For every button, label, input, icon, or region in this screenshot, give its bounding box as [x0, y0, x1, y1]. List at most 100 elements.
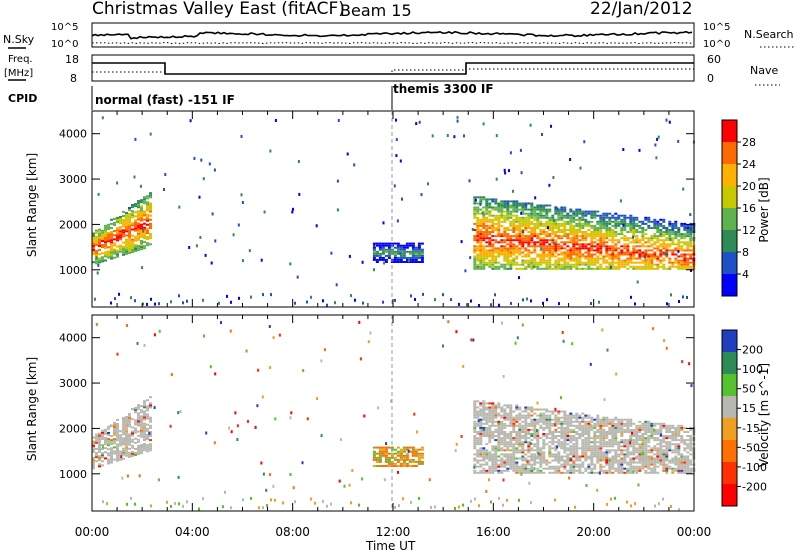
- echo-cell: [656, 220, 660, 223]
- echo-cell: [548, 420, 552, 423]
- echo-cell: [500, 247, 504, 250]
- echo-cell: [668, 424, 672, 427]
- echo-cell: [143, 432, 146, 435]
- echo-cell: [569, 224, 573, 227]
- echo-cell: [590, 227, 594, 229]
- echo-cell: [599, 418, 603, 421]
- echo-cell: [494, 235, 498, 238]
- echo-cell: [587, 220, 591, 223]
- speckle-cell: [512, 189, 514, 193]
- echo-cell: [107, 236, 110, 239]
- echo-cell: [402, 446, 406, 449]
- echo-cell: [557, 243, 561, 246]
- echo-cell: [381, 465, 385, 467]
- echo-cell: [659, 447, 663, 450]
- echo-cell: [548, 245, 552, 248]
- echo-cell: [497, 214, 501, 217]
- echo-cell: [551, 410, 555, 413]
- echo-cell: [566, 253, 570, 256]
- echo-cell: [542, 457, 546, 460]
- echo-cell: [680, 426, 684, 429]
- echo-cell: [620, 428, 624, 431]
- echo-cell: [674, 451, 678, 454]
- echo-cell: [497, 428, 501, 431]
- speckle-cell: [211, 212, 214, 216]
- speckle-cell: [668, 120, 671, 124]
- echo-cell: [515, 465, 519, 468]
- speckle-cell: [485, 489, 488, 493]
- echo-cell: [614, 227, 618, 229]
- echo-cell: [497, 471, 501, 474]
- echo-cell: [599, 253, 603, 256]
- echo-cell: [617, 449, 621, 452]
- echo-cell: [515, 463, 519, 466]
- echo-cell: [137, 447, 140, 449]
- echo-cell: [635, 467, 639, 470]
- echo-cell: [140, 227, 143, 230]
- echo-cell: [593, 467, 597, 470]
- echo-cell: [563, 455, 567, 458]
- echo-cell: [629, 251, 633, 254]
- echo-cell: [620, 218, 624, 221]
- speckle-cell: [401, 197, 403, 201]
- echo-cell: [548, 449, 552, 452]
- echo-cell: [128, 443, 131, 446]
- ground-scatter-cell: [282, 501, 284, 505]
- echo-cell: [542, 453, 546, 456]
- echo-cell: [420, 454, 424, 457]
- echo-cell: [593, 437, 597, 440]
- echo-cell: [473, 463, 477, 466]
- ground-scatter-cell: [658, 502, 660, 506]
- echo-cell: [572, 428, 576, 431]
- echo-cell: [650, 255, 654, 258]
- echo-cell: [566, 428, 570, 431]
- echo-cell: [611, 251, 615, 254]
- echo-cell: [665, 447, 669, 450]
- echo-cell: [659, 255, 663, 258]
- echo-cell: [620, 265, 624, 268]
- velocity-ylabel: Slant Range [km]: [25, 357, 39, 461]
- echo-cell: [629, 231, 633, 233]
- echo-cell: [599, 239, 603, 242]
- echo-cell: [515, 261, 519, 264]
- echo-cell: [116, 439, 119, 442]
- echo-cell: [551, 253, 555, 256]
- echo-cell: [539, 249, 543, 252]
- echo-cell: [629, 253, 633, 256]
- echo-cell: [683, 257, 687, 260]
- echo-cell: [530, 435, 534, 437]
- echo-cell: [587, 229, 591, 231]
- echo-cell: [554, 265, 558, 268]
- echo-cell: [95, 231, 98, 234]
- echo-cell: [599, 426, 603, 429]
- speckle-cell: [385, 442, 388, 446]
- echo-cell: [506, 267, 510, 270]
- echo-cell: [107, 246, 110, 249]
- echo-cell: [506, 243, 510, 246]
- echo-cell: [518, 412, 522, 415]
- echo-cell: [545, 259, 549, 262]
- echo-cell: [632, 451, 636, 454]
- echo-cell: [548, 204, 552, 207]
- echo-cell: [545, 231, 549, 233]
- echo-cell: [494, 414, 498, 417]
- echo-cell: [677, 471, 681, 474]
- ground-scatter-cell: [414, 298, 416, 301]
- echo-cell: [396, 252, 400, 255]
- echo-cell: [578, 212, 582, 215]
- echo-cell: [584, 243, 588, 246]
- echo-cell: [491, 255, 495, 258]
- echo-cell: [107, 454, 110, 457]
- echo-cell: [491, 453, 495, 456]
- echo-cell: [536, 422, 540, 425]
- echo-cell: [575, 441, 579, 444]
- ground-scatter-cell: [242, 498, 244, 502]
- echo-cell: [590, 445, 594, 448]
- echo-cell: [509, 410, 513, 413]
- echo-cell: [524, 216, 528, 219]
- echo-cell: [635, 471, 639, 474]
- echo-cell: [605, 237, 609, 240]
- echo-cell: [566, 235, 570, 238]
- echo-cell: [674, 428, 678, 431]
- echo-cell: [482, 198, 486, 201]
